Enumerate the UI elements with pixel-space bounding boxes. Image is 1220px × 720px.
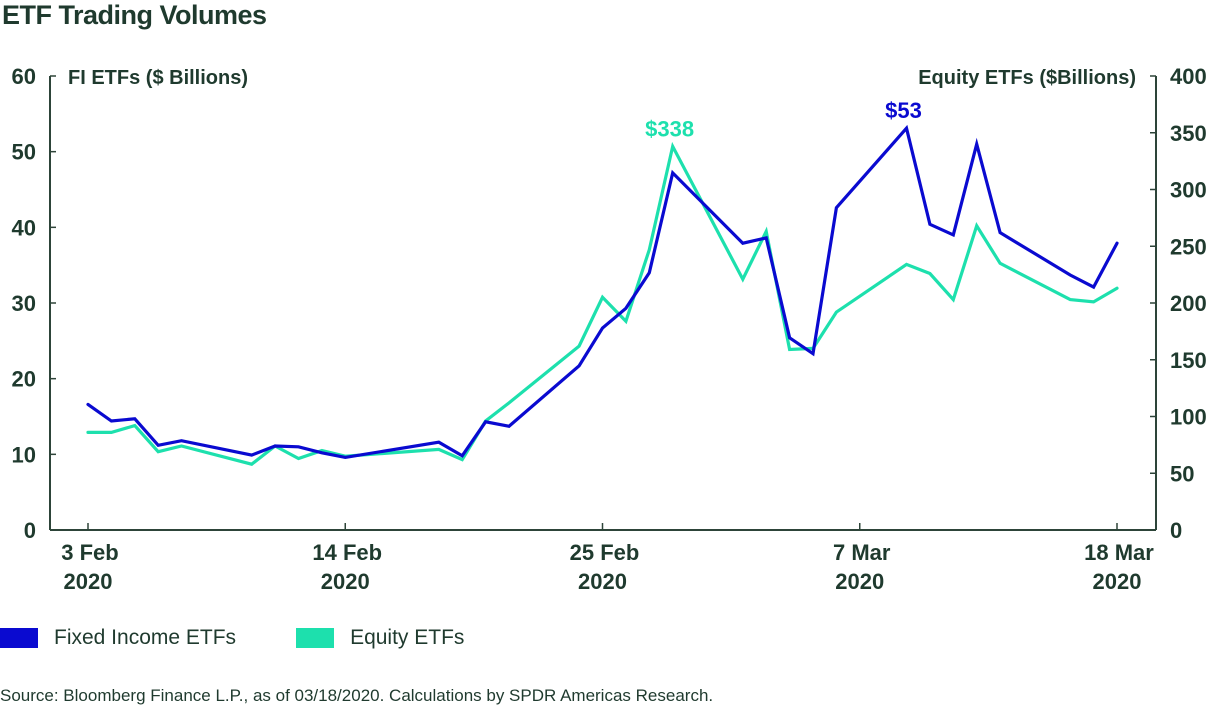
source-note: Source: Bloomberg Finance L.P., as of 03… [0, 686, 714, 705]
left-tick-label: 20 [12, 367, 36, 392]
legend-swatch-fixed-income [0, 628, 38, 648]
axes: 0 10 20 30 40 50 60 0 50 100 150 200 250 300 350 400 3 F… [12, 64, 1207, 594]
right-tick-label: 200 [1170, 291, 1207, 316]
right-tick-label: 150 [1170, 348, 1207, 373]
legend-swatch-equity [296, 628, 335, 648]
x-tick-label: 3 Feb [61, 540, 118, 565]
right-tick-label: 250 [1170, 234, 1207, 259]
right-tick-label: 0 [1170, 518, 1182, 543]
left-tick-label: 30 [12, 291, 36, 316]
fixed-income-line [86, 124, 1119, 460]
right-tick-label: 50 [1170, 461, 1194, 486]
x-tick-year-label: 2020 [835, 569, 884, 594]
left-tick-label: 0 [24, 518, 36, 543]
right-axis-title: Equity ETFs ($Billions) [918, 67, 1136, 89]
left-tick-label: 60 [12, 64, 36, 89]
x-tick-year-label: 2020 [1093, 569, 1142, 594]
chart-area: 0 10 20 30 40 50 60 0 50 100 150 200 250 300 350 400 3 F… [12, 64, 1207, 594]
x-tick-label: 18 Mar [1084, 540, 1154, 565]
fixed-income-peak-label: $53 [885, 98, 922, 123]
labels: $338 $53 [645, 98, 922, 141]
x-tick-label: 25 Feb [570, 540, 640, 565]
x-tick-label: 7 Mar [833, 540, 891, 565]
left-tick-label: 50 [12, 140, 36, 165]
x-tick-year-label: 2020 [64, 569, 113, 594]
left-axis-title: FI ETFs ($ Billions) [68, 67, 248, 89]
series-lines [86, 124, 1119, 466]
legend-label-equity: Equity ETFs [350, 626, 465, 649]
x-tick-year-label: 2020 [321, 569, 370, 594]
right-tick-label: 100 [1170, 405, 1207, 430]
x-tick-year-label: 2020 [578, 569, 627, 594]
right-tick-label: 350 [1170, 121, 1207, 146]
right-tick-label: 300 [1170, 178, 1207, 203]
right-tick-label: 400 [1170, 64, 1207, 89]
x-tick-label: 14 Feb [312, 540, 382, 565]
equity-line [86, 141, 1119, 466]
left-tick-label: 10 [12, 442, 36, 467]
equity-peak-label: $338 [645, 116, 694, 141]
legend: Fixed Income ETFs Equity ETFs [0, 626, 524, 650]
legend-item-fixed-income: Fixed Income ETFs [0, 626, 236, 650]
legend-item-equity: Equity ETFs [296, 626, 464, 650]
legend-label-fixed-income: Fixed Income ETFs [54, 626, 237, 649]
chart-title: ETF Trading Volumes [2, 0, 267, 30]
left-tick-label: 40 [12, 215, 36, 240]
